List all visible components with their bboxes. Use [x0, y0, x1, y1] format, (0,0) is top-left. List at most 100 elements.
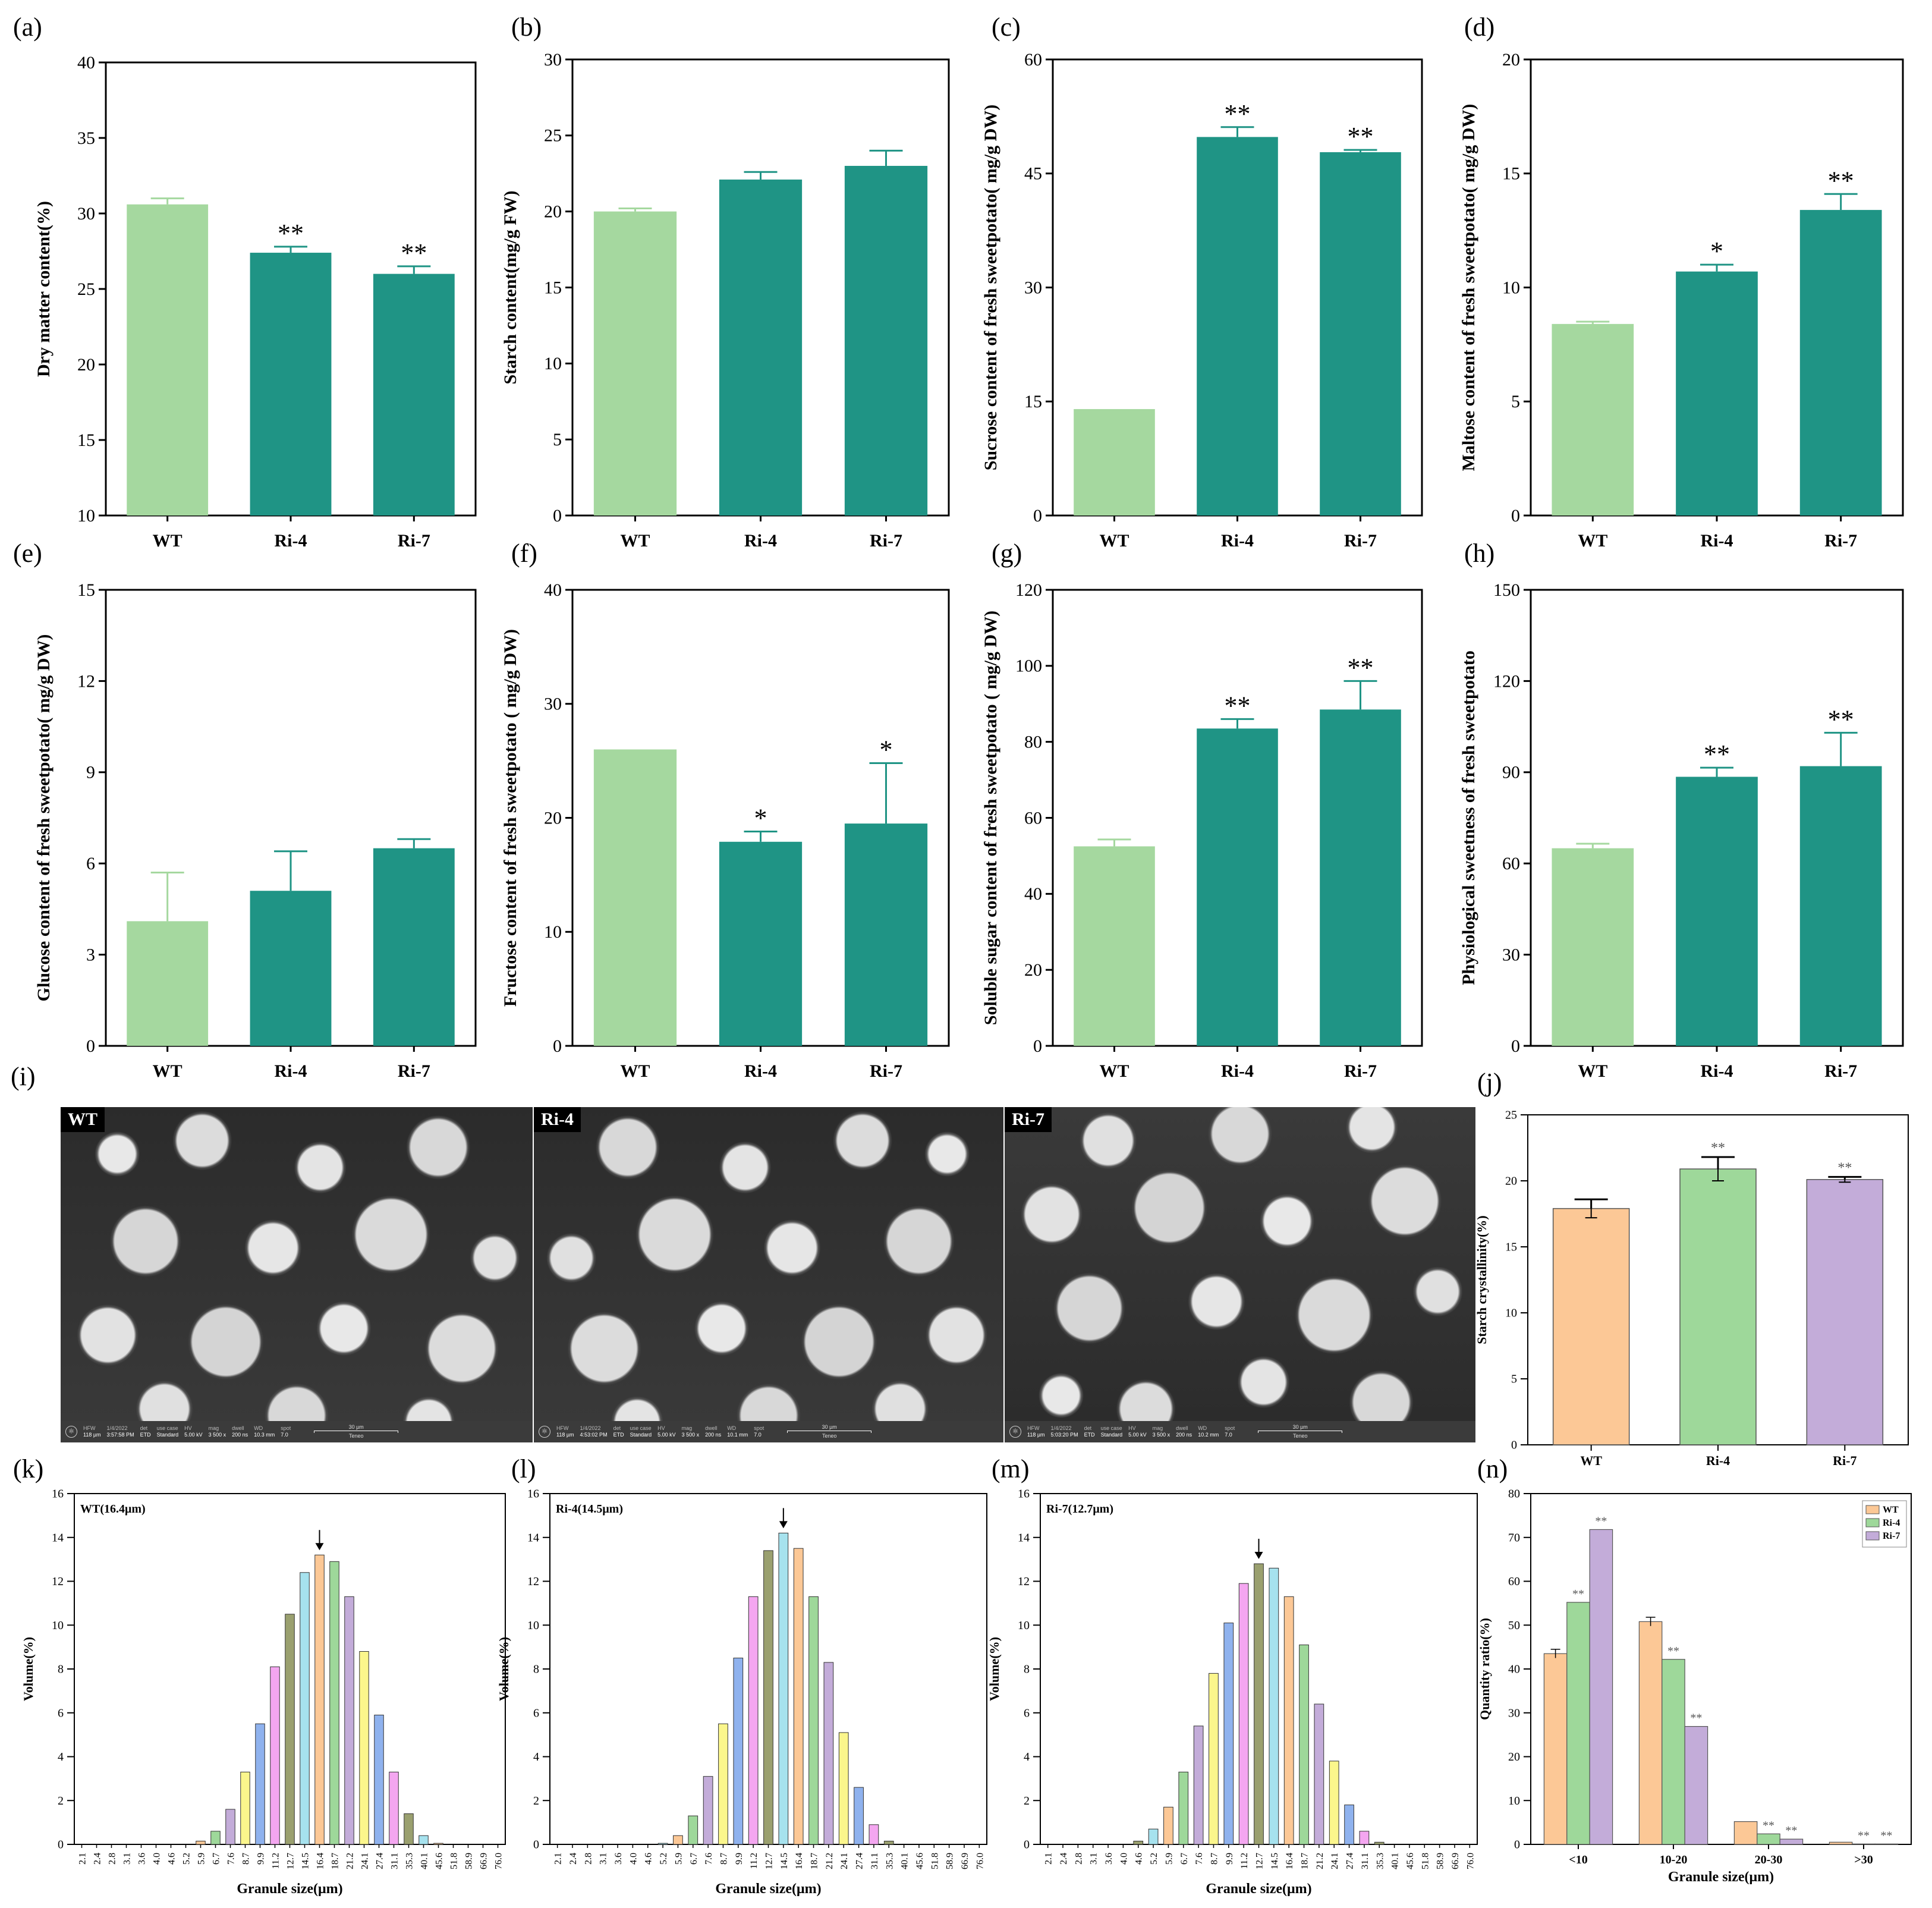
y-tick-label: 30 [1508, 1706, 1520, 1720]
y-tick-label: 4 [58, 1750, 64, 1764]
det-label: det [1084, 1425, 1092, 1431]
bar [270, 1666, 280, 1845]
x-tick-label: 45.6 [1405, 1853, 1415, 1869]
x-tick-label: 45.6 [915, 1853, 925, 1869]
x-tick-label: 6.7 [689, 1853, 699, 1865]
y-tick-label: 25 [544, 126, 562, 146]
x-tick-label: WT [1099, 1061, 1129, 1081]
bar [719, 841, 803, 1046]
x-tick-label: 5.9 [197, 1853, 207, 1865]
panel-letter: (a) [13, 12, 42, 42]
x-tick-label: Ri-4 [1701, 531, 1733, 551]
y-tick-label: 9 [86, 763, 95, 782]
atom-icon: ⚛ [65, 1426, 77, 1438]
bar [1799, 210, 1882, 515]
y-tick-label: 10 [1502, 278, 1520, 297]
bar [1684, 1726, 1708, 1845]
x-tick-label: 58.9 [464, 1853, 474, 1869]
panel-letter: (b) [511, 12, 542, 42]
x-tick-label: WT [1580, 1453, 1602, 1468]
dwell-label: dwell [705, 1425, 718, 1431]
y-tick-label: 14 [1018, 1531, 1030, 1544]
bar [1757, 1833, 1780, 1845]
scale-bar [787, 1431, 872, 1433]
bar [1178, 1771, 1189, 1845]
mag-label: mag [208, 1425, 219, 1431]
y-tick-label: 16 [527, 1488, 539, 1501]
x-tick-label: Ri-7 [1344, 1061, 1377, 1081]
x-tick-label: 7.6 [1194, 1853, 1204, 1865]
y-tick-label: 40 [1024, 884, 1042, 904]
bar [329, 1561, 339, 1845]
y-tick-label: 120 [1493, 671, 1520, 691]
y-tick-label: 30 [1024, 278, 1042, 297]
x-tick-label: 4.0 [152, 1853, 162, 1865]
y-axis-label: Fructose content of fresh sweetpotato ( … [501, 629, 520, 1007]
x-tick-label: 76.0 [494, 1853, 504, 1869]
y-tick-label: 15 [1024, 392, 1042, 411]
mag-label: mag [1152, 1425, 1163, 1431]
hfw-value: 118 µm [83, 1432, 101, 1438]
use-case-label: use case [156, 1425, 178, 1431]
wd-label: WD [1198, 1425, 1207, 1431]
x-tick-label: WT [620, 531, 650, 551]
bar [1133, 1840, 1144, 1845]
bar [1209, 1673, 1219, 1845]
y-tick-label: 80 [1024, 733, 1042, 752]
bar [844, 823, 928, 1046]
x-axis-label: Granule size(μm) [1206, 1881, 1311, 1897]
y-tick-label: 15 [77, 580, 95, 600]
x-tick-label: 4.6 [167, 1853, 177, 1865]
sem-tag: WT [61, 1107, 105, 1132]
y-tick-label: 0 [1511, 506, 1520, 526]
bar [673, 1835, 683, 1845]
hfw-value: 118 µm [1027, 1432, 1045, 1438]
time-value: 3:57:58 PM [106, 1432, 134, 1438]
significance-label: ** [278, 219, 304, 248]
x-tick-label: 35.3 [885, 1853, 895, 1869]
spot-label: spot [281, 1425, 291, 1431]
x-tick-label: 14.5 [301, 1853, 311, 1869]
bar [314, 1554, 325, 1845]
bar [127, 204, 209, 515]
y-tick-label: 20 [77, 355, 95, 375]
x-tick-label: 7.6 [226, 1853, 237, 1865]
chart-c: (c) 0 15 30 45 60 Sucrose content of fresh swe… [981, 12, 1423, 551]
panel-letter: (f) [511, 539, 537, 568]
use-case-value: Standard [156, 1432, 179, 1438]
bar [1799, 766, 1882, 1046]
bar [1320, 152, 1401, 515]
x-tick-label: 4.6 [1134, 1853, 1144, 1865]
y-tick-label: 30 [544, 694, 562, 714]
y-tick-label: 12 [52, 1575, 64, 1588]
sem-tag: Ri-4 [534, 1107, 581, 1132]
y-tick-label: 30 [77, 204, 95, 224]
x-tick-label: <10 [1569, 1853, 1587, 1866]
bar [1676, 271, 1758, 515]
dwell-value: 200 ns [232, 1432, 248, 1438]
panel-letter: (c) [992, 12, 1021, 42]
x-tick-label: 21.2 [345, 1853, 355, 1869]
x-tick-label: 2.8 [583, 1853, 593, 1865]
y-tick-label: 10 [77, 506, 95, 526]
atom-icon: ⚛ [1009, 1426, 1021, 1438]
y-tick-label: 2 [533, 1794, 539, 1808]
x-tick-label: 45.6 [435, 1853, 445, 1869]
significance-label: ** [1225, 691, 1251, 720]
x-tick-label: 2.1 [1044, 1853, 1054, 1865]
bar [1589, 1529, 1613, 1845]
bar [374, 1714, 384, 1845]
y-tick-label: 0 [1033, 506, 1042, 526]
hv-value: 5.00 kV [657, 1432, 676, 1438]
y-tick-label: 80 [1508, 1488, 1520, 1501]
x-tick-label: Ri-4 [275, 531, 307, 551]
bar [1314, 1703, 1324, 1845]
bar [1566, 1602, 1590, 1845]
x-tick-label: 35.3 [405, 1853, 415, 1869]
x-tick-label: 5.2 [659, 1853, 669, 1865]
wd-value: 10.1 mm [727, 1432, 748, 1438]
y-tick-label: 2 [1024, 1794, 1030, 1808]
panel-letter: (n) [1477, 1454, 1508, 1483]
bar [1299, 1644, 1309, 1845]
x-tick-label: Ri-4 [1701, 1061, 1733, 1081]
